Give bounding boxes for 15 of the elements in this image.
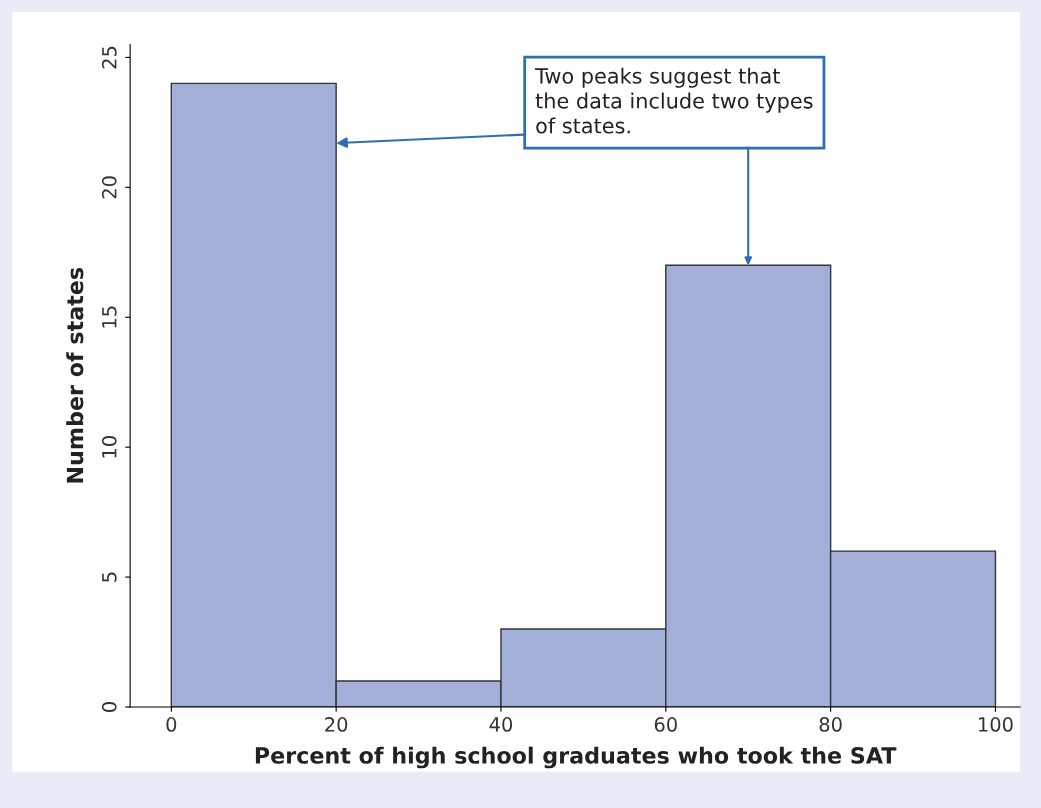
x-tick-label: 60 [654,717,677,732]
y-tick-label: 20 [101,176,117,199]
x-tick-label: 80 [819,717,842,732]
x-axis-title: Percent of high school graduates who took the SAT [255,746,897,769]
y-tick-label: 10 [101,436,117,458]
y-tick-label: 0 [101,702,117,712]
y-tick-label: 25 [101,46,117,69]
y-axis-title: Number of states [66,267,84,483]
x-tick-label: 40 [489,717,513,732]
annotation: Two peaks suggest that the data include two types of states. [535,67,813,134]
x-tick-label: 0 [166,717,177,732]
x-tick-label: 100 [979,717,1013,732]
x-tick-label: 20 [325,717,348,732]
y-tick-label: 5 [102,572,117,582]
y-tick-label: 15 [102,306,117,328]
